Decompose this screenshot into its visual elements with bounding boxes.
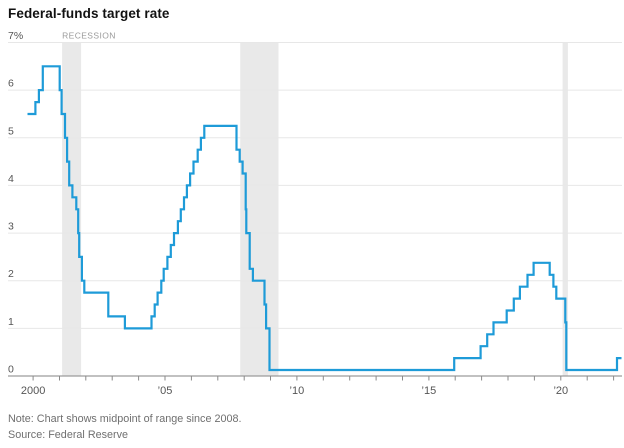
footnote-block: Note: Chart shows midpoint of range sinc… bbox=[8, 411, 241, 443]
y-axis-label: 1 bbox=[8, 316, 14, 328]
recession-band bbox=[62, 42, 82, 376]
y-axis-label: 2 bbox=[8, 268, 14, 280]
chart-source: Source: Federal Reserve bbox=[8, 429, 129, 441]
y-axis-label: 3 bbox=[8, 221, 14, 233]
y-axis-label: 4 bbox=[8, 173, 14, 185]
x-axis-label: ’20 bbox=[553, 385, 568, 397]
recession-band bbox=[562, 42, 568, 376]
recession-annotation: RECESSION bbox=[62, 31, 116, 41]
y-axis-label: 0 bbox=[8, 364, 14, 376]
y-axis-label: 6 bbox=[8, 78, 14, 90]
x-axis-label: ’05 bbox=[158, 385, 173, 397]
x-axis-label: ’15 bbox=[422, 385, 437, 397]
fed-funds-rate-chart: 7% 6 5 4 3 2 1 0 2000 ’05 ’10 ’15 ’20 RECESSION bbox=[8, 30, 622, 397]
x-axis-label: ’10 bbox=[290, 385, 305, 397]
y-axis-label: 7% bbox=[8, 30, 23, 42]
chart-note: Note: Chart shows midpoint of range sinc… bbox=[8, 413, 242, 425]
series-line bbox=[27, 65, 622, 372]
y-axis-label: 5 bbox=[8, 125, 14, 137]
x-axis-label: 2000 bbox=[21, 385, 45, 397]
chart-title: Federal-funds target rate bbox=[8, 6, 170, 21]
